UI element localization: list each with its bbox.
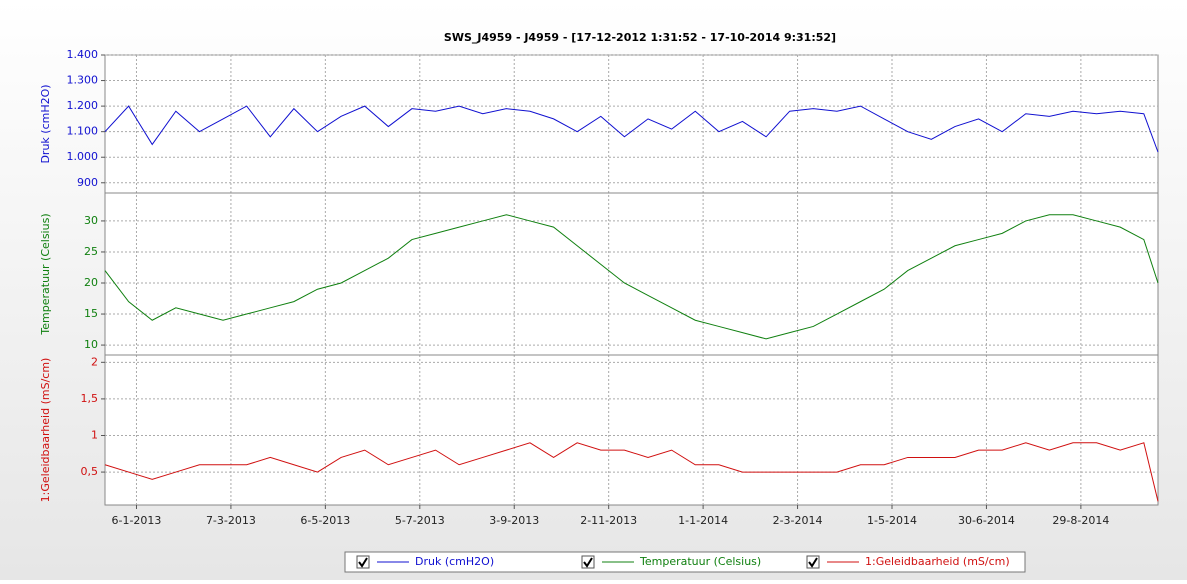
checkmark bbox=[583, 557, 593, 568]
y-axis-label: Temperatuur (Celsius) bbox=[39, 213, 52, 335]
y-tick-label: 1.000 bbox=[67, 150, 99, 163]
y-tick-label: 30 bbox=[84, 214, 98, 227]
checkmark bbox=[808, 557, 818, 568]
plot-area bbox=[104, 54, 1159, 506]
data-line bbox=[104, 442, 1159, 502]
y-tick-label: 1,5 bbox=[81, 392, 99, 405]
y-axis-label: Druk (cmH2O) bbox=[39, 84, 52, 163]
y-tick-label: 1 bbox=[91, 428, 98, 441]
x-tick-label: 30-6-2014 bbox=[958, 514, 1015, 527]
y-tick-label: 900 bbox=[77, 176, 98, 189]
legend bbox=[344, 551, 1026, 573]
x-tick-label: 1-1-2014 bbox=[678, 514, 728, 527]
y-tick-label: 0,5 bbox=[81, 465, 99, 478]
x-tick-label: 2-3-2014 bbox=[773, 514, 823, 527]
data-line bbox=[104, 105, 1159, 153]
x-tick-label: 29-8-2014 bbox=[1052, 514, 1109, 527]
y-tick-label: 1.400 bbox=[67, 48, 99, 61]
x-tick-label: 5-7-2013 bbox=[395, 514, 445, 527]
x-tick-label: 6-1-2013 bbox=[112, 514, 162, 527]
data-line bbox=[104, 214, 1159, 340]
legend-label: 1:Geleidbaarheid (mS/cm) bbox=[865, 555, 1010, 568]
legend-label: Druk (cmH2O) bbox=[415, 555, 494, 568]
x-tick-label: 7-3-2013 bbox=[206, 514, 256, 527]
y-tick-label: 2 bbox=[91, 355, 98, 368]
legend-label: Temperatuur (Celsius) bbox=[639, 555, 761, 568]
y-tick-label: 1.100 bbox=[67, 125, 99, 138]
x-tick-label: 2-11-2013 bbox=[580, 514, 637, 527]
chart-title: SWS_J4959 - J4959 - [17-12-2012 1:31:52 … bbox=[444, 31, 836, 44]
x-tick-label: 3-9-2013 bbox=[489, 514, 539, 527]
y-tick-label: 10 bbox=[84, 338, 98, 351]
y-tick-label: 25 bbox=[84, 245, 98, 258]
x-tick-label: 1-5-2014 bbox=[867, 514, 917, 527]
y-tick-label: 20 bbox=[84, 276, 98, 289]
y-tick-label: 1.200 bbox=[67, 99, 99, 112]
y-axis-label: 1:Geleidbaarheid (mS/cm) bbox=[39, 358, 52, 503]
checkmark bbox=[358, 557, 368, 568]
y-tick-label: 1.300 bbox=[67, 74, 99, 87]
y-tick-label: 15 bbox=[84, 307, 98, 320]
x-tick-label: 6-5-2013 bbox=[300, 514, 350, 527]
